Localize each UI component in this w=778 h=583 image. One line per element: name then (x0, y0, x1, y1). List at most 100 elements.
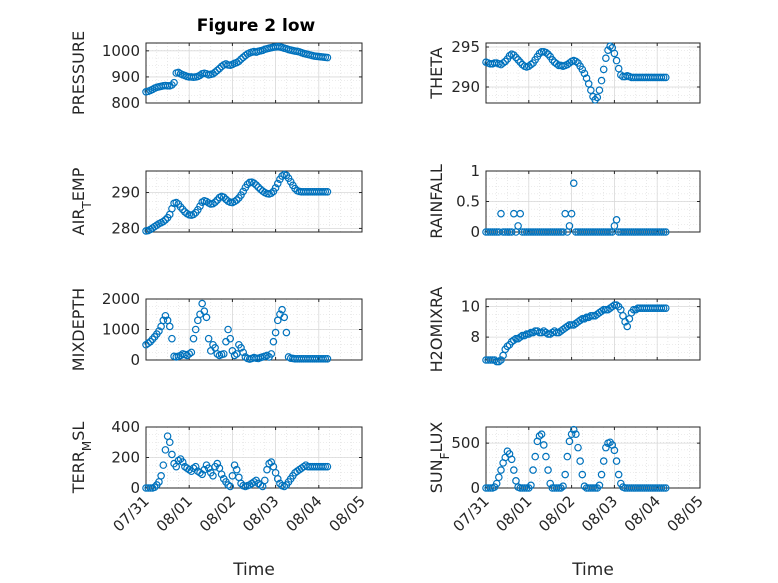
data-point (198, 470, 206, 479)
data-point (235, 57, 243, 66)
data-point (559, 482, 567, 491)
data-point (148, 335, 157, 344)
data-point (561, 470, 569, 479)
data-point (323, 53, 332, 62)
data-point (548, 55, 557, 64)
data-point (501, 57, 510, 66)
data-point (492, 357, 501, 366)
y-tick-label: 295 (451, 38, 480, 56)
data-point (161, 311, 170, 320)
data-point (520, 484, 529, 492)
data-point (198, 299, 206, 308)
data-point (591, 96, 599, 104)
data-point (185, 350, 194, 358)
data-point (168, 450, 176, 459)
data-point (510, 336, 518, 344)
data-point (213, 66, 222, 75)
axes-frame (485, 298, 701, 361)
data-point (495, 357, 503, 366)
data-point (597, 470, 606, 479)
data-point (542, 48, 550, 57)
data-point (271, 328, 280, 337)
data-point (584, 80, 593, 88)
data-point (580, 315, 589, 323)
data-point (497, 356, 505, 364)
subplot-air-temp: 280 290 AIRTEMP (69, 167, 363, 237)
data-point (565, 222, 574, 230)
data-point (237, 55, 245, 63)
data-point (211, 68, 219, 77)
subplot-pressure: 800 900 1000 PRESSURE (69, 31, 363, 115)
data-point (490, 228, 499, 236)
data-point (602, 443, 610, 452)
data-point (569, 425, 578, 434)
data-point (200, 465, 209, 474)
data-point (606, 42, 614, 51)
data-point (178, 458, 187, 466)
data-point (319, 354, 327, 363)
data-point (267, 189, 276, 198)
data-point (544, 466, 552, 474)
data-point (319, 462, 327, 471)
y-tick-label: 0 (130, 351, 140, 369)
data-point (576, 316, 584, 325)
data-point (661, 73, 670, 82)
data-point (163, 81, 172, 90)
data-point (273, 475, 282, 483)
data-point (593, 93, 602, 102)
x-axis-label: Time (232, 560, 275, 580)
data-point (250, 478, 258, 486)
data-point (267, 350, 276, 358)
data-point (217, 470, 226, 479)
data-point (254, 183, 263, 191)
subplot-mixdepth: 0 1000 2000 MIXDEPTH (69, 288, 363, 371)
data-point (323, 462, 332, 471)
data-point (559, 228, 567, 236)
data-point (604, 46, 612, 55)
data-point (260, 476, 269, 485)
data-point (196, 202, 204, 210)
data-point (612, 56, 621, 65)
data-point (230, 461, 239, 469)
data-point (159, 217, 168, 226)
y-tick-label: 1 (470, 162, 480, 180)
data-point (516, 58, 525, 67)
data-point (219, 350, 228, 358)
data-point (155, 327, 163, 335)
data-point (661, 484, 670, 492)
data-point (614, 64, 623, 73)
data-point (168, 334, 176, 343)
data-point (535, 432, 544, 440)
data-point (546, 479, 555, 488)
data-point (161, 216, 170, 224)
data-point (527, 60, 535, 69)
data-point (610, 301, 619, 309)
data-point (146, 337, 155, 346)
data-point (661, 304, 670, 312)
data-point (495, 473, 503, 482)
data-point (202, 313, 211, 322)
data-point (657, 73, 666, 82)
data-point (661, 228, 670, 236)
y-tick-label: 1000 (102, 321, 140, 339)
axes-frame (485, 426, 701, 489)
data-point (572, 57, 580, 66)
data-point (319, 188, 327, 196)
data-point (520, 331, 529, 340)
data-point (574, 443, 582, 452)
axes-frame (145, 42, 363, 104)
subplot-h2omixra: 8 10 H2OMIXRA (427, 287, 701, 372)
data-point (657, 228, 666, 236)
data-point (659, 228, 668, 236)
data-point (267, 458, 276, 466)
axes-frame (145, 170, 363, 233)
data-point (516, 209, 525, 218)
data-point (612, 457, 621, 465)
data-point (191, 325, 200, 334)
data-point (189, 210, 198, 219)
data-point (263, 351, 271, 360)
y-axis-label: THETA (427, 47, 446, 99)
data-point (237, 343, 245, 352)
data-point (507, 228, 516, 236)
axes-frame (485, 42, 701, 104)
